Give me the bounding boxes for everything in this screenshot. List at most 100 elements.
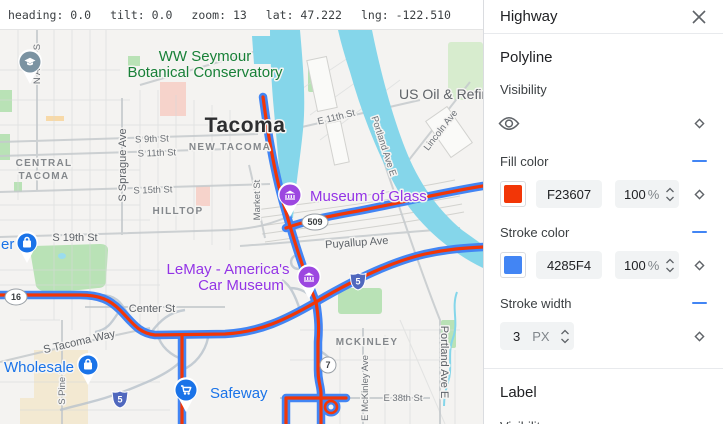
inheritance-diamond-icon [693, 117, 705, 129]
shopping-bag-icon [23, 236, 31, 248]
label-partial-er: er [1, 236, 14, 253]
fill-color-hex-input[interactable]: F23607 [536, 180, 602, 208]
stroke-width-input[interactable]: 3 PX [500, 322, 574, 350]
fill-color-remove-button[interactable] [688, 150, 710, 172]
label-mckinley: MCKINLEY [336, 337, 399, 348]
stroke-color-swatch[interactable] [500, 252, 526, 278]
fill-opacity-stepper[interactable] [665, 186, 675, 203]
label-s-pine: S Pine St [57, 365, 68, 405]
stroke-opacity-input[interactable]: 100% [615, 251, 679, 279]
map-zone-orange [46, 116, 64, 121]
label-center-st: Center St [129, 303, 175, 315]
wholesale-marker[interactable] [77, 353, 99, 385]
label-central-tacoma: TACOMA [19, 171, 70, 182]
shopping-cart-icon [181, 385, 192, 395]
stroke-width-value: 3 [513, 328, 521, 344]
map-zone-tan2 [20, 398, 82, 424]
shield-509: 509 [301, 213, 329, 231]
highway-7-loop-fill[interactable] [323, 399, 339, 415]
label-conservatory-1: WW Seymour [159, 48, 252, 65]
safeway-marker[interactable] [174, 377, 198, 412]
graduation-cap-icon [24, 57, 36, 66]
fill-color-hex-value: F23607 [546, 186, 592, 202]
stroke-color-swatch-color [504, 256, 522, 274]
label-visibility-label: Visibility [500, 419, 547, 424]
svg-text:509: 509 [307, 217, 322, 227]
map-poi-labels: WW Seymour Botanical Conservatory US Oil… [0, 47, 483, 404]
style-panel: Highway Polyline Visibility [483, 0, 723, 424]
map-parks [0, 42, 483, 348]
svg-text:5: 5 [355, 276, 360, 286]
label-section-heading: Label [500, 384, 537, 401]
stroke-color-inherit-button[interactable] [688, 254, 710, 276]
fill-opacity-value: 100 [624, 186, 646, 202]
fill-color-swatch-color [504, 185, 522, 203]
close-icon [692, 9, 706, 24]
shield-16: 16 [4, 288, 28, 306]
map-zone-pink1 [160, 82, 186, 116]
polyline-section-heading: Polyline [500, 49, 553, 66]
fill-opacity-input[interactable]: 100% [615, 180, 679, 208]
close-button[interactable] [688, 6, 710, 28]
shield-i5-west: 5 [111, 390, 129, 409]
label-e-mckinley: E McKinley Ave [360, 355, 371, 421]
label-s-19th: S 19th St [52, 232, 97, 244]
panel-title: Highway [500, 8, 558, 25]
map-pond [58, 253, 66, 259]
label-wholesale: o Wholesale [0, 359, 74, 376]
remove-dash-icon [691, 301, 707, 305]
highway-7-fill[interactable] [284, 300, 348, 424]
stroke-opacity-value: 100 [624, 257, 646, 273]
map-street-grid [0, 30, 460, 424]
stroke-opacity-stepper[interactable] [665, 257, 675, 274]
stroke-width-stepper[interactable] [560, 328, 570, 345]
label-safeway: Safeway [210, 385, 268, 402]
fill-color-label: Fill color [500, 153, 549, 169]
stroke-color-remove-button[interactable] [688, 221, 710, 243]
map-markers [16, 49, 321, 412]
label-museum-of-glass: Museum of Glass [310, 188, 427, 205]
stroke-width-remove-button[interactable] [688, 292, 710, 314]
tilt-value: tilt: 0.0 [110, 7, 173, 22]
inheritance-diamond-icon [693, 330, 705, 342]
lemay-museum-marker[interactable] [297, 264, 321, 299]
map-canvas[interactable]: S 9th St S 11th St S 15th St S 19th St C… [0, 30, 483, 424]
map-zone-pink2 [196, 186, 210, 206]
stroke-color-hex-input[interactable]: 4285F4 [536, 251, 602, 279]
svg-text:5: 5 [117, 394, 122, 404]
label-portland-vert: Portland Ave E [438, 326, 450, 399]
fill-color-inherit-button[interactable] [688, 183, 710, 205]
remove-dash-icon [691, 230, 707, 234]
stroke-color-label: Stroke color [500, 224, 570, 240]
fill-color-swatch[interactable] [500, 181, 526, 207]
stepper-arrows-icon [666, 187, 674, 201]
inheritance-diamond-icon [693, 259, 705, 271]
museum-icon [285, 190, 295, 200]
map-shields: 16 509 5 5 7 [4, 213, 367, 409]
visibility-inherit-button[interactable] [688, 112, 710, 134]
stepper-arrows-icon [561, 329, 569, 343]
lng-value: lng: -122.510 [360, 7, 451, 22]
label-s-sprague: S Sprague Ave [117, 128, 129, 201]
map-area-labels: Tacoma NEW TACOMA CENTRAL TACOMA HILLTOP… [14, 113, 399, 350]
heading-value: heading: 0.0 [8, 7, 92, 22]
label-e-38th: E 38th St [383, 393, 422, 404]
visibility-toggle-button[interactable] [498, 112, 520, 134]
highway-i5-fill[interactable] [0, 245, 483, 337]
label-tacoma: Tacoma [205, 114, 286, 137]
svg-text:16: 16 [11, 292, 21, 302]
stroke-opacity-unit: % [647, 257, 660, 273]
label-central: CENTRAL [16, 158, 73, 169]
shopping-bag-icon [84, 358, 92, 370]
label-lemay-2: Car Museum [198, 277, 284, 294]
stroke-width-inherit-button[interactable] [688, 325, 710, 347]
label-conservatory-2: Botanical Conservatory [127, 64, 283, 81]
remove-dash-icon [691, 159, 707, 163]
polyline-visibility-label: Visibility [500, 82, 547, 97]
shield-i5: 5 [349, 272, 367, 291]
museum-of-glass-marker[interactable] [278, 182, 302, 217]
label-s-9th: S 9th St [135, 133, 170, 145]
university-marker[interactable] [18, 49, 42, 85]
shop-marker-left[interactable] [16, 231, 38, 263]
panel-header: Highway [484, 0, 723, 34]
